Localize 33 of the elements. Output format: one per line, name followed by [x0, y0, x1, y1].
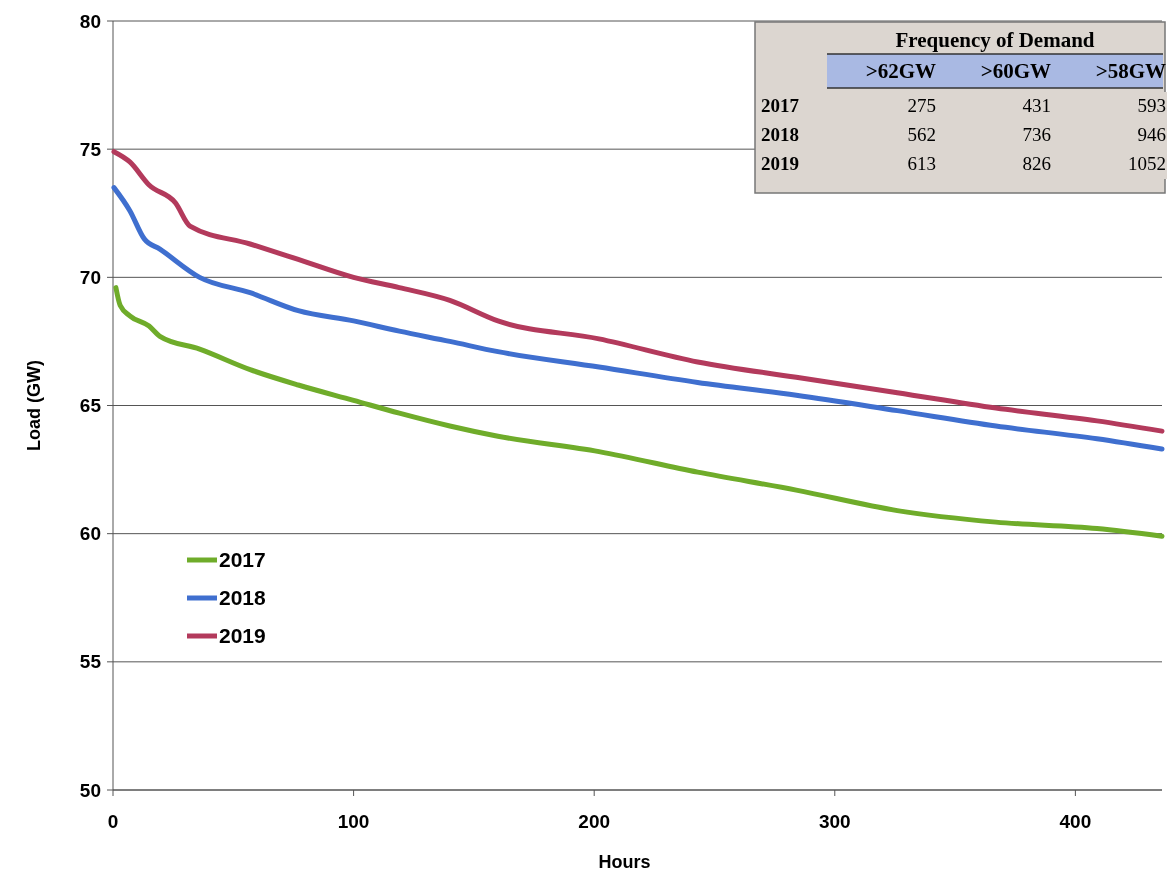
x-tick-label: >60GW: [980, 59, 1051, 83]
y-tick-label: 2019: [761, 153, 799, 174]
y-tick-label: 80: [79, 10, 101, 32]
y-tick-label: 60: [79, 523, 101, 545]
x-tick-label: 100: [337, 811, 370, 832]
y-tick-label: 55: [79, 651, 102, 673]
x-tick-label: 0: [107, 811, 119, 832]
x-tick-label: >58GW: [1095, 59, 1166, 83]
data-label: 736: [1022, 124, 1051, 145]
y-tick-label: 65: [79, 395, 102, 417]
y-tick-label: 70: [79, 266, 101, 288]
legend-label: 2018: [219, 586, 267, 610]
data-label: 562: [907, 124, 936, 145]
y-tick-label: 2018: [761, 124, 799, 145]
data-label: 275: [907, 95, 936, 116]
legend-label: 2017: [219, 548, 266, 572]
x-tick-label: 300: [818, 811, 851, 832]
y-tick-label: 2017: [761, 95, 800, 116]
x-tick-label: 400: [1059, 811, 1092, 832]
data-label: 613: [907, 153, 936, 174]
x-tick-label: 200: [578, 811, 611, 832]
chart-title: Frequency of Demand: [895, 28, 1095, 52]
x-axis-title: Hours: [598, 852, 651, 872]
y-tick-label: 75: [79, 138, 102, 160]
data-label: 946: [1137, 124, 1166, 145]
data-label: 826: [1022, 153, 1051, 174]
data-label: 431: [1022, 95, 1051, 116]
y-tick-label: 50: [79, 779, 101, 801]
y-axis-title: Load (GW): [24, 360, 44, 451]
legend-label: 2019: [219, 624, 266, 648]
data-label: 593: [1137, 95, 1166, 116]
x-tick-label: >62GW: [865, 59, 936, 83]
data-label: 1052: [1128, 153, 1166, 174]
